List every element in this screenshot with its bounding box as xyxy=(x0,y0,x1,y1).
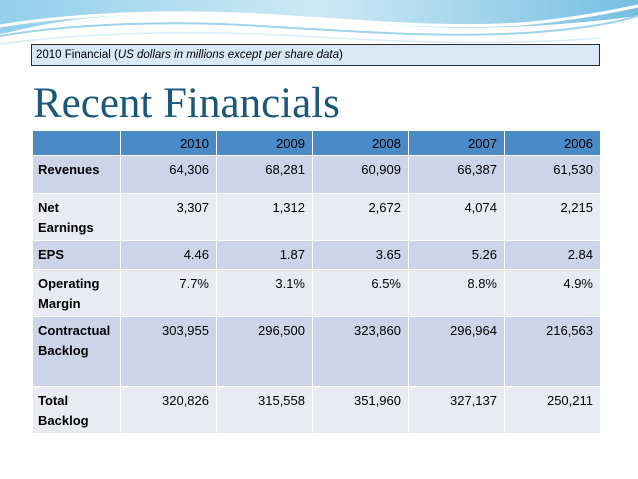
caption-italic: US dollars in millions except per share … xyxy=(117,49,339,61)
table-cell: 68,281 xyxy=(216,155,313,194)
column-header: 2007 xyxy=(408,130,505,156)
table-cell: 2,672 xyxy=(312,193,409,241)
slide-title: Recent Financials xyxy=(33,80,340,127)
table-cell: 320,826 xyxy=(120,386,217,434)
table-cell: 66,387 xyxy=(408,155,505,194)
table-cell: 3.1% xyxy=(216,269,313,317)
table-cell: 2,215 xyxy=(504,193,601,241)
column-header: 2009 xyxy=(216,130,313,156)
caption-suffix: ) xyxy=(339,49,343,61)
table-cell: 60,909 xyxy=(312,155,409,194)
table-cell: 4,074 xyxy=(408,193,505,241)
table-cell: 8.8% xyxy=(408,269,505,317)
table-cell: 4.9% xyxy=(504,269,601,317)
table-row: Contractual Backlog 303,955 296,500 323,… xyxy=(32,316,601,387)
caption-bar: 2010 Financial (US dollars in millions e… xyxy=(31,44,600,66)
table-cell: 1,312 xyxy=(216,193,313,241)
table-cell: 64,306 xyxy=(120,155,217,194)
table-cell: 1.87 xyxy=(216,240,313,270)
table-cell: 2.84 xyxy=(504,240,601,270)
table-cell: 7.7% xyxy=(120,269,217,317)
table-cell: 296,964 xyxy=(408,316,505,387)
table-cell: 3,307 xyxy=(120,193,217,241)
table-header-row: 2010 2009 2008 2007 2006 xyxy=(32,130,601,156)
table-row: Net Earnings 3,307 1,312 2,672 4,074 2,2… xyxy=(32,193,601,241)
table-cell: 327,137 xyxy=(408,386,505,434)
table-cell: 3.65 xyxy=(312,240,409,270)
row-label: Revenues xyxy=(32,155,121,194)
table-row: Revenues 64,306 68,281 60,909 66,387 61,… xyxy=(32,155,601,194)
table-cell: 315,558 xyxy=(216,386,313,434)
table-cell: 4.46 xyxy=(120,240,217,270)
decorative-swoosh xyxy=(0,0,638,45)
table-row: Total Backlog 320,826 315,558 351,960 32… xyxy=(32,386,601,434)
column-header: 2006 xyxy=(504,130,601,156)
column-header xyxy=(32,130,121,156)
financials-table: 2010 2009 2008 2007 2006 Revenues 64,306… xyxy=(32,130,601,434)
table-cell: 250,211 xyxy=(504,386,601,434)
row-label: EPS xyxy=(32,240,121,270)
row-label: Contractual Backlog xyxy=(32,316,121,387)
table-cell: 303,955 xyxy=(120,316,217,387)
row-label: Net Earnings xyxy=(32,193,121,241)
column-header: 2010 xyxy=(120,130,217,156)
table-cell: 296,500 xyxy=(216,316,313,387)
row-label: Operating Margin xyxy=(32,269,121,317)
column-header: 2008 xyxy=(312,130,409,156)
table-cell: 5.26 xyxy=(408,240,505,270)
table-cell: 323,860 xyxy=(312,316,409,387)
table-cell: 351,960 xyxy=(312,386,409,434)
caption-prefix: 2010 Financial ( xyxy=(36,49,118,61)
table-cell: 61,530 xyxy=(504,155,601,194)
table-row: Operating Margin 7.7% 3.1% 6.5% 8.8% 4.9… xyxy=(32,269,601,317)
table-row: EPS 4.46 1.87 3.65 5.26 2.84 xyxy=(32,240,601,270)
table-cell: 216,563 xyxy=(504,316,601,387)
table-cell: 6.5% xyxy=(312,269,409,317)
row-label: Total Backlog xyxy=(32,386,121,434)
